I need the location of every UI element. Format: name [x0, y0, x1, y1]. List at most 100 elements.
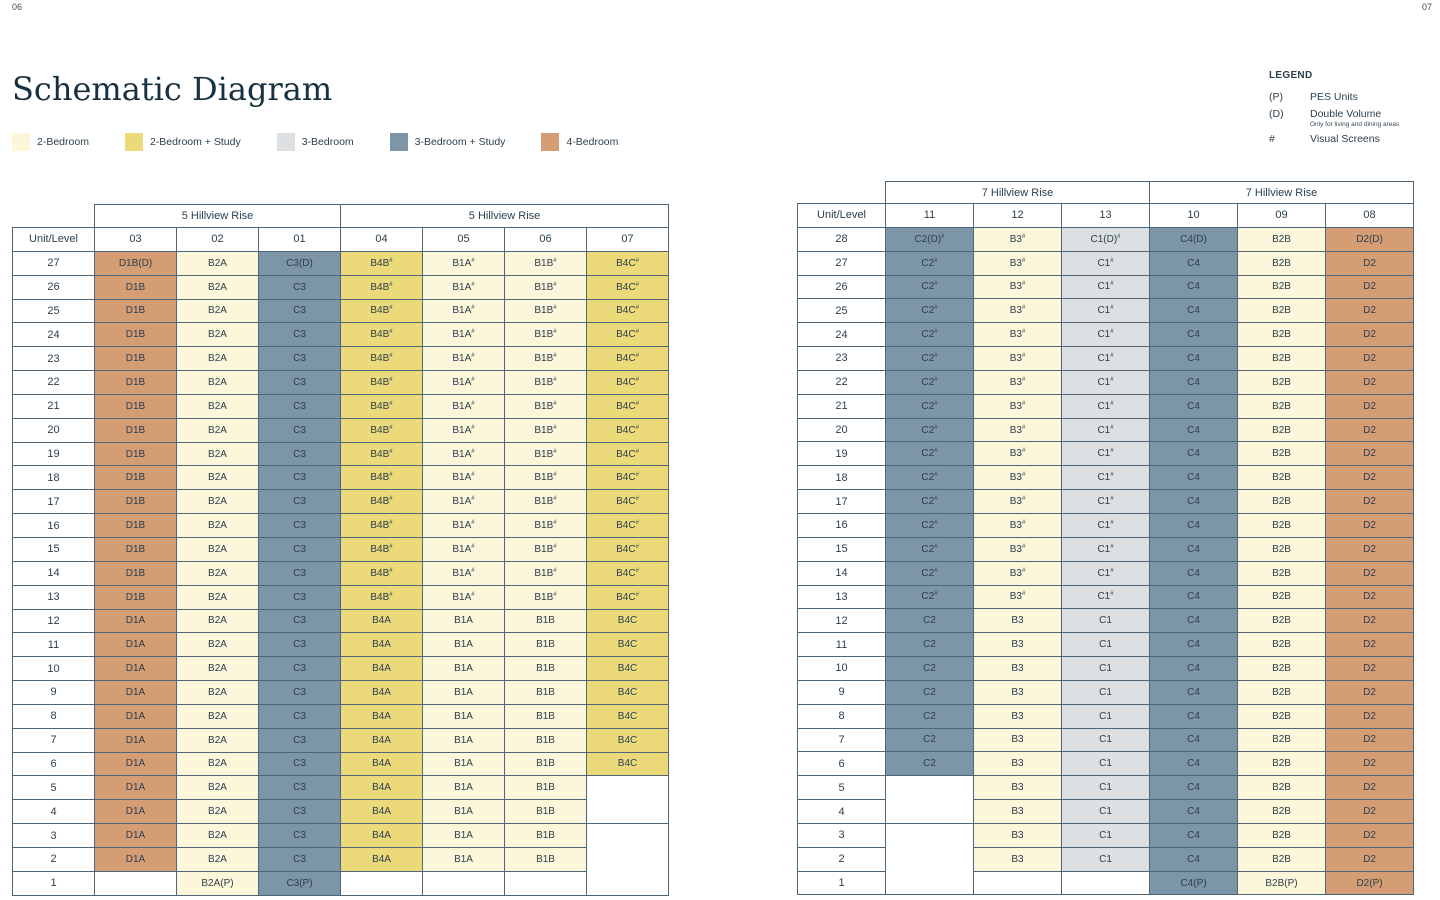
unit-type-label: C2 [921, 543, 935, 555]
unit-type-label: B3 [1009, 519, 1022, 531]
unit-cell: B2B [1237, 703, 1327, 729]
unit-cell: B1A [422, 775, 506, 801]
unit-cell: B1B# [504, 370, 588, 395]
unit-type-label: B3 [1009, 591, 1022, 603]
unit-type-label: C2 [921, 352, 935, 364]
unit-type-label: D1B [125, 329, 146, 341]
unit-header: 06 [504, 227, 588, 252]
unit-type-label: D2 [1363, 662, 1376, 674]
unit-cell: B2A [176, 846, 259, 872]
unit-type-label: D1B(D) [118, 257, 153, 269]
unit-type-label: B1A [452, 329, 472, 341]
unit-cell: D1A [94, 656, 177, 682]
unit-cell: B1B [504, 799, 588, 825]
unit-type-label: B2A [208, 400, 227, 412]
unit-cell: D2 [1325, 608, 1415, 634]
unit-cell: C3 [257, 393, 342, 419]
unit-cell: B2B [1237, 679, 1327, 705]
unit-cell: B1B# [504, 584, 588, 610]
unit-type-label: D1B [125, 591, 146, 603]
unit-type-label: B1B [536, 782, 555, 794]
unit-type-label: B2B [1272, 853, 1291, 865]
unit-type-label: C2 [923, 734, 936, 746]
unit-type-label: B2A [208, 615, 227, 627]
unit-cell: C3 [257, 751, 342, 777]
visual-screen-mark: # [1110, 305, 1114, 312]
unit-cell: D2 [1325, 346, 1415, 371]
unit-type-label: B2A [208, 520, 227, 532]
unit-type-label: C1 [1097, 519, 1111, 531]
unit-type-label: D2 [1363, 686, 1376, 698]
unit-type-label: B2B [1272, 758, 1291, 770]
visual-screen-mark: # [1110, 376, 1114, 383]
unit-type-label: D1B [125, 353, 146, 365]
unit-cell: B4A [340, 751, 424, 777]
unit-type-label: B4B [370, 376, 390, 388]
unit-type-label: C4 [1187, 305, 1200, 317]
unit-cell: B1A [422, 799, 506, 825]
visual-screen-mark: # [389, 424, 393, 431]
level-number: 28 [797, 226, 886, 252]
unit-type-label: B2A [208, 758, 227, 770]
unit-type-label: B3 [1009, 281, 1022, 293]
unit-cell: B3# [973, 512, 1062, 538]
unit-type-label: D2 [1363, 448, 1376, 460]
unit-cell: B1A# [422, 250, 506, 276]
level-number: 1 [12, 870, 95, 896]
unit-cell: B4C [586, 656, 670, 682]
empty-cell [94, 870, 177, 896]
unit-cell: C3 [257, 465, 342, 491]
visual-screen-mark: # [1021, 472, 1026, 479]
table-row: 11 D1A B2A C3 B4A B1A B1B B4C [12, 632, 670, 658]
unit-cell: B4B# [340, 393, 424, 419]
unit-cell: B4C [586, 751, 670, 777]
table-row: 15 D1B B2A C3 B4B# B1A# B1B# B4C# [12, 536, 670, 562]
unit-cell: C4 [1149, 274, 1239, 300]
unit-cell: B2B [1237, 250, 1327, 276]
unit-cell: B2B [1237, 298, 1327, 324]
page-title: Schematic Diagram [12, 70, 333, 108]
unit-cell: B2B [1237, 346, 1327, 371]
level-number: 16 [12, 513, 95, 538]
visual-screen-mark: # [471, 353, 475, 360]
table-row: 2 D1A B2A C3 B4A B1A B1B [12, 846, 669, 872]
empty-cell [340, 870, 424, 896]
unit-type-label: D1B [125, 376, 146, 388]
unit-cell: B2B [1237, 489, 1327, 514]
unit-type-label: C1 [1099, 734, 1112, 746]
unit-type-label: C4 [1187, 710, 1200, 722]
unit-cell: C4(P) [1149, 870, 1239, 896]
unit-cell: C1(D)# [1060, 226, 1151, 252]
unit-type-label: B4A [372, 806, 391, 818]
unit-cell: B2B [1237, 584, 1327, 610]
unit-cell: D2 [1325, 799, 1415, 824]
page-number-right: 07 [1421, 2, 1432, 12]
unit-type-label: B4C [616, 591, 636, 603]
unit-cell: D2 [1325, 632, 1415, 658]
unit-type-label: B1A [452, 448, 472, 460]
unit-cell: C2# [885, 584, 974, 610]
visual-screen-mark: # [471, 543, 475, 550]
table-row: 25 D1B B2A C3 B4B# B1A# B1B# B4C# [12, 298, 670, 324]
unit-cell: D1A [94, 703, 177, 729]
visual-screen-mark: # [553, 496, 557, 503]
unit-type-label: C2 [921, 448, 935, 460]
unit-cell: B2A(P) [176, 870, 259, 896]
unit-type-label: D2 [1363, 758, 1376, 770]
unit-cell: C1# [1060, 369, 1151, 395]
table-row: 12 C2 B3 C1 C4 B2B D2 [797, 608, 1415, 634]
table-row: 5 B3 C1 C4 B2B D2 [797, 775, 1415, 824]
unit-type-label: B1B [536, 639, 555, 651]
level-number: 4 [797, 799, 886, 824]
unit-cell: B3# [973, 465, 1062, 491]
unit-cell: D1B [94, 584, 177, 610]
unit-type-label: C4 [1187, 472, 1200, 484]
visual-screen-mark: # [471, 329, 475, 336]
unit-type-label: B4C [616, 353, 636, 365]
unit-cell: C1# [1060, 322, 1151, 348]
unit-cell: B1A [422, 608, 506, 634]
visual-screen-mark: # [934, 472, 938, 479]
table-row: 26 D1B B2A C3 B4B# B1A# B1B# B4C# [12, 274, 670, 300]
unit-type-label: B1A [452, 376, 472, 388]
visual-screen-mark: # [389, 567, 393, 574]
